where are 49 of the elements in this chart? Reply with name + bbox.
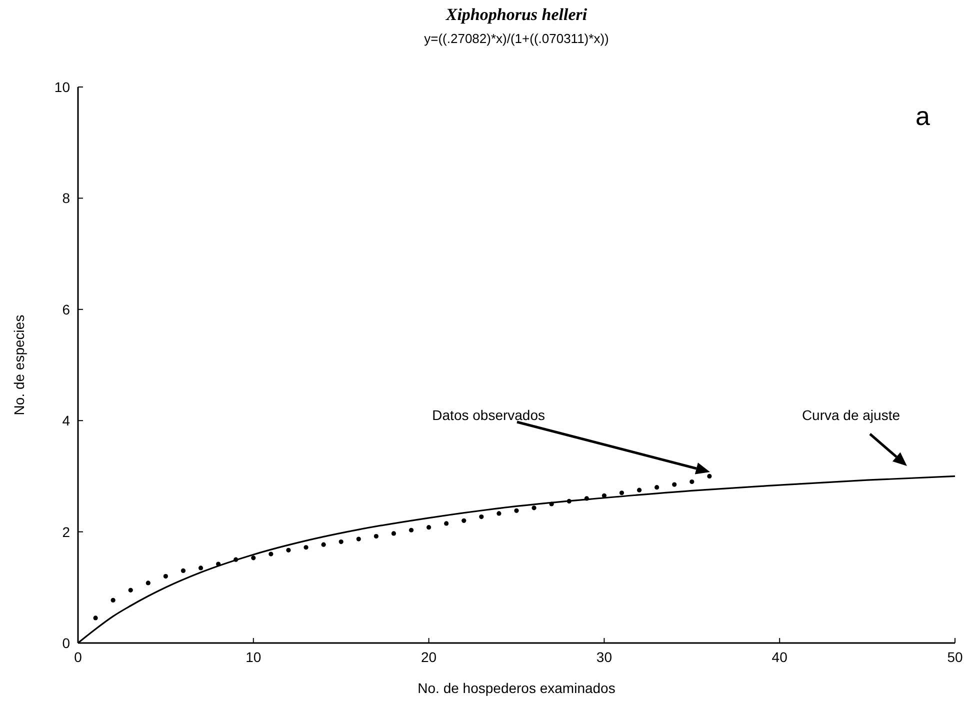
x-tick-label: 10 <box>246 649 262 665</box>
point <box>268 552 274 556</box>
point <box>304 545 308 550</box>
x-tick-label: 30 <box>596 649 612 665</box>
point <box>286 548 291 552</box>
y-tick-label: 2 <box>62 524 70 540</box>
point <box>110 598 116 602</box>
annotation: Datos observados <box>432 407 545 423</box>
point <box>514 508 519 513</box>
point <box>198 566 204 570</box>
point <box>338 540 344 544</box>
y-axis-title: No. de especies <box>11 314 27 416</box>
point <box>408 528 414 532</box>
chart-title: Xiphophorus helleri <box>444 5 588 24</box>
y-tick-label: 6 <box>62 301 70 318</box>
point <box>636 488 642 492</box>
point <box>619 490 624 496</box>
point <box>690 479 694 484</box>
y-tick-label: 8 <box>62 190 70 206</box>
annotation: Curva de ajuste <box>802 407 900 423</box>
y-tick-label: 0 <box>62 635 70 651</box>
point <box>426 525 432 530</box>
point <box>532 506 536 510</box>
point <box>462 518 466 523</box>
x-tick-label: 40 <box>772 649 788 665</box>
x-tick-label: 50 <box>947 649 963 665</box>
point <box>251 556 256 560</box>
point <box>654 485 660 490</box>
point <box>93 616 98 620</box>
point <box>707 474 712 478</box>
point <box>180 568 186 574</box>
point <box>391 531 396 536</box>
point <box>128 588 133 592</box>
x-tick-label: 0 <box>74 649 82 665</box>
point <box>163 574 168 579</box>
x-tick-label: 20 <box>421 649 437 665</box>
annotation: a <box>916 101 931 131</box>
y-tick-label: 10 <box>54 79 70 95</box>
point <box>146 580 150 586</box>
x-axis-title: No. de hospederos examinados <box>418 680 616 696</box>
point <box>356 536 361 542</box>
point <box>444 521 449 526</box>
chart-subtitle: y=((.27082)*x)/(1+((.070311)*x)) <box>424 31 609 46</box>
point <box>496 511 502 516</box>
y-tick-label: 4 <box>62 412 70 429</box>
point <box>321 542 326 547</box>
point <box>479 514 484 520</box>
point <box>374 534 378 539</box>
point <box>672 482 677 487</box>
